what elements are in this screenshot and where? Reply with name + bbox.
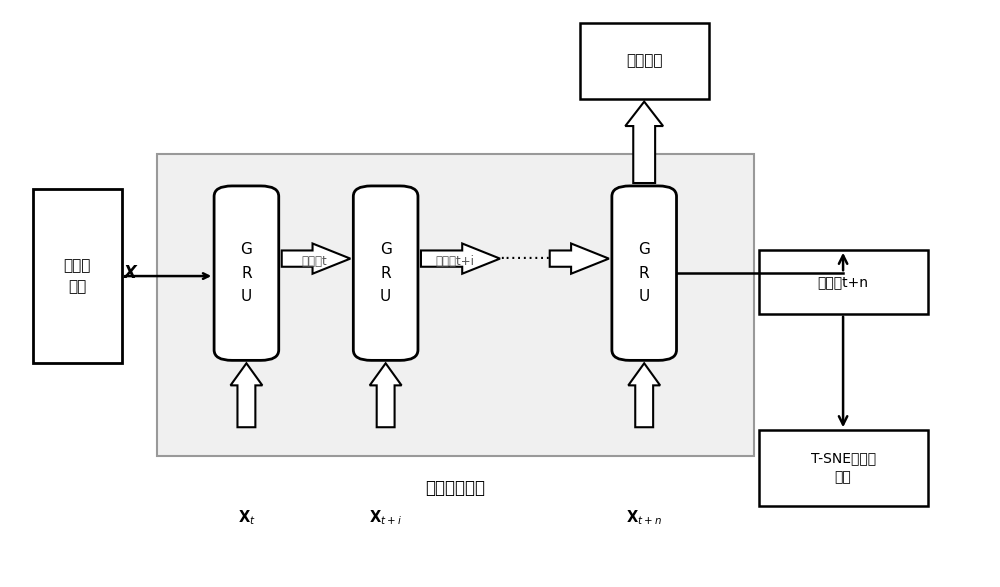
Text: $\mathbf{X}_{t+i}$: $\mathbf{X}_{t+i}$ bbox=[369, 508, 402, 527]
Text: 预测输出: 预测输出 bbox=[626, 53, 662, 69]
Text: 数据预
处理: 数据预 处理 bbox=[64, 258, 91, 294]
Polygon shape bbox=[625, 102, 663, 183]
Text: 隐藏层t+i: 隐藏层t+i bbox=[436, 255, 475, 268]
Bar bbox=[33, 189, 122, 363]
FancyBboxPatch shape bbox=[353, 186, 418, 360]
Text: 深度学习模型: 深度学习模型 bbox=[425, 479, 485, 497]
Text: T-SNE降维可
视化: T-SNE降维可 视化 bbox=[811, 451, 876, 485]
Polygon shape bbox=[421, 244, 500, 274]
Bar bbox=[157, 154, 754, 456]
Polygon shape bbox=[231, 363, 262, 427]
Polygon shape bbox=[282, 244, 350, 274]
Text: 隐藏层t+n: 隐藏层t+n bbox=[818, 275, 869, 289]
Text: 隐藏层t: 隐藏层t bbox=[301, 255, 327, 268]
Text: $\mathbf{X}_{t+n}$: $\mathbf{X}_{t+n}$ bbox=[626, 508, 662, 527]
Bar bbox=[580, 23, 709, 99]
Text: X: X bbox=[124, 264, 137, 282]
Text: $\mathbf{X}_{t}$: $\mathbf{X}_{t}$ bbox=[238, 508, 255, 527]
Text: ·········: ········· bbox=[499, 249, 551, 268]
Polygon shape bbox=[550, 244, 609, 274]
FancyBboxPatch shape bbox=[214, 186, 279, 360]
Bar bbox=[759, 250, 928, 314]
Bar bbox=[759, 430, 928, 506]
Polygon shape bbox=[628, 363, 660, 427]
Polygon shape bbox=[370, 363, 402, 427]
Text: G
R
U: G R U bbox=[240, 242, 252, 304]
FancyBboxPatch shape bbox=[612, 186, 677, 360]
Text: G
R
U: G R U bbox=[638, 242, 650, 304]
Text: G
R
U: G R U bbox=[380, 242, 392, 304]
